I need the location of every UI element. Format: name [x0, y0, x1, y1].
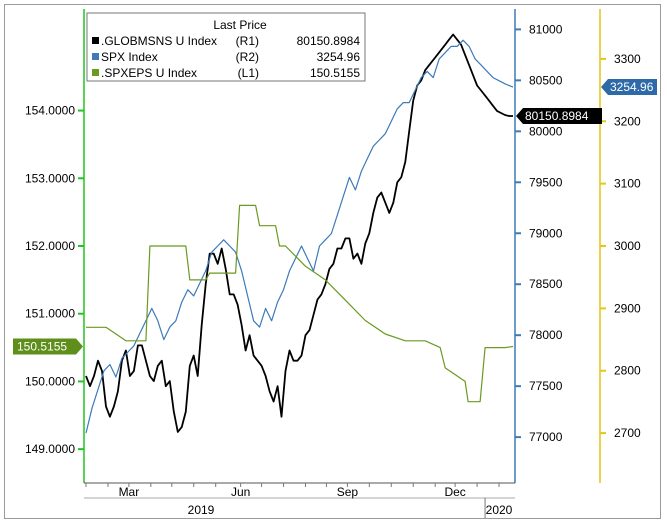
left-axis-tick-label: 154.0000	[25, 104, 75, 118]
left-axis-tick-label: 151.0000	[25, 307, 75, 321]
x-axis-year-label: 2020	[486, 503, 513, 517]
legend-entry-axis: (R2)	[236, 50, 259, 64]
x-axis-month-label: Mar	[119, 485, 140, 499]
series-line-r2	[85, 39, 514, 434]
series-lines	[85, 33, 514, 434]
chart-frame: 149.0000 150.0000 151.0000 152.0000 153.0000…	[4, 4, 661, 519]
right-axis-1-tick-label: 77500	[529, 379, 563, 393]
tag-l1-bg	[13, 338, 83, 355]
legend-swatch	[92, 37, 99, 44]
tag-l1-text: 150.5155	[17, 340, 67, 354]
left-axis-tick-label: 152.0000	[25, 239, 75, 253]
chart: 149.0000 150.0000 151.0000 152.0000 153.0000…	[13, 9, 657, 518]
legend-swatch	[92, 69, 99, 76]
right-axis-2-tick-label: 3000	[614, 239, 641, 253]
legend-entry-value: 3254.96	[317, 50, 361, 64]
tag-r2-bg	[601, 78, 657, 95]
legend-entry-axis: (R1)	[236, 34, 259, 48]
tag-r2-text: 3254.96	[610, 80, 654, 94]
right-axis-1-tick-label: 77000	[529, 430, 563, 444]
series-line-r1	[85, 33, 513, 433]
right-axis-2-tick-label: 2800	[614, 364, 641, 378]
legend-box	[86, 12, 366, 82]
x-axis-month-label: Jun	[231, 485, 250, 499]
tag-r1-text: 80150.8984	[525, 109, 589, 123]
right-axis-1-tick-label: 78000	[529, 328, 563, 342]
left-axis-tick-label: 150.0000	[25, 374, 75, 388]
axes: 149.0000 150.0000 151.0000 152.0000 153.0000…	[25, 9, 641, 518]
legend-entry-axis: (L1)	[238, 66, 259, 80]
right-axis-1-tick-label: 80500	[529, 73, 563, 87]
right-axis-2-tick-label: 3100	[614, 177, 641, 191]
legend: Last Price .GLOBMSNS U Index (R1) 80150.898…	[86, 12, 366, 82]
right-axis-2-tick-label: 2700	[614, 426, 641, 440]
left-axis-tick-label: 153.0000	[25, 171, 75, 185]
legend-swatch	[92, 53, 99, 60]
right-axis-1-tick-label: 79000	[529, 226, 563, 240]
last-value-tags: 150.5155 80150.8984 3254.96	[13, 78, 657, 355]
right-axis-2-tick-label: 3300	[614, 52, 641, 66]
x-axis-year-label: 2019	[188, 503, 215, 517]
legend-title: Last Price	[213, 18, 267, 32]
right-axis-1-tick-label: 78500	[529, 277, 563, 291]
legend-entry-value: 150.5155	[310, 66, 360, 80]
right-axis-2-tick-label: 2900	[614, 301, 641, 315]
right-axis-1-tick-label: 81000	[529, 22, 563, 36]
legend-entry-label: SPX Index	[101, 50, 158, 64]
left-axis-tick-label: 149.0000	[25, 442, 75, 456]
legend-entry-label: .GLOBMSNS U Index	[101, 34, 217, 48]
legend-entry-value: 80150.8984	[297, 34, 361, 48]
right-axis-1-tick-label: 80000	[529, 124, 563, 138]
right-axis-1-tick-label: 79500	[529, 175, 563, 189]
tag-r1-bg	[516, 107, 602, 124]
right-axis-2-tick-label: 3200	[614, 114, 641, 128]
x-axis-month-label: Sep	[337, 485, 359, 499]
legend-entry-label: .SPXEPS U Index	[101, 66, 197, 80]
x-axis-month-label: Dec	[444, 485, 465, 499]
series-line-l1	[86, 204, 514, 403]
